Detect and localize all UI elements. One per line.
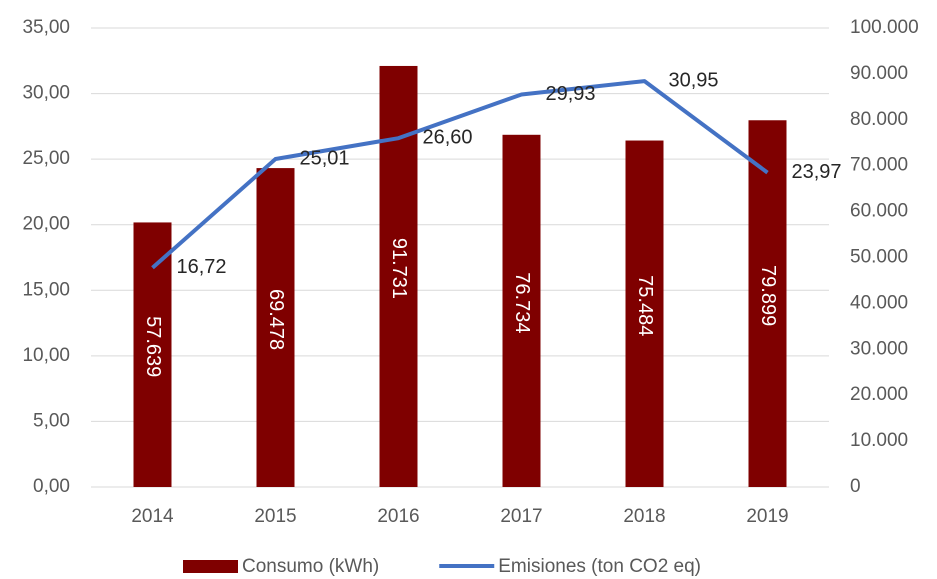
bar-label: 57.639 [142, 316, 164, 377]
y-tick-label: 5,00 [33, 410, 70, 431]
y-tick-label: 35,00 [22, 17, 70, 38]
y-tick-label: 0,00 [33, 476, 70, 497]
line-label: 30,95 [669, 69, 719, 91]
legend-swatch [183, 560, 238, 573]
y2-tick-label: 50.000 [850, 247, 908, 268]
y2-tick-label: 10.000 [850, 430, 908, 451]
bar-label: 76.734 [511, 272, 533, 333]
bar [625, 140, 664, 487]
x-tick-label: 2019 [746, 506, 788, 527]
y-tick-label: 20,00 [22, 214, 70, 235]
bar-label: 91.731 [388, 238, 410, 299]
line-label: 16,72 [177, 256, 227, 278]
x-tick-label: 2014 [131, 506, 174, 527]
bar [256, 168, 295, 487]
y-tick-label: 25,00 [22, 148, 70, 169]
y2-tick-label: 80.000 [850, 109, 908, 130]
y-tick-label: 30,00 [22, 83, 70, 104]
y2-tick-label: 0 [850, 476, 861, 497]
y2-tick-label: 40.000 [850, 292, 908, 313]
y-tick-label: 15,00 [22, 279, 70, 300]
bar [502, 134, 541, 487]
bar-label: 69.478 [265, 289, 287, 350]
y-tick-label: 10,00 [22, 345, 70, 366]
line-label: 26,60 [423, 126, 473, 148]
x-tick-label: 2015 [254, 506, 296, 527]
bar [748, 120, 787, 488]
y2-tick-label: 70.000 [850, 155, 908, 176]
legend-label: Emisiones (ton CO2 eq) [498, 556, 701, 577]
x-tick-label: 2018 [623, 506, 665, 527]
y2-tick-label: 30.000 [850, 338, 908, 359]
x-tick-label: 2016 [377, 506, 419, 527]
y2-tick-label: 60.000 [850, 201, 908, 222]
legend-label: Consumo (kWh) [242, 556, 379, 577]
bar-label: 79.899 [757, 265, 779, 326]
line-label: 29,93 [546, 83, 596, 105]
line-label: 23,97 [792, 161, 842, 183]
y2-tick-label: 100.000 [850, 17, 919, 38]
y2-tick-label: 20.000 [850, 384, 908, 405]
bar-label: 75.484 [634, 275, 656, 336]
line [151, 79, 769, 270]
x-tick-label: 2017 [500, 506, 542, 527]
line-label: 25,01 [300, 147, 350, 169]
y2-tick-label: 90.000 [850, 63, 908, 84]
